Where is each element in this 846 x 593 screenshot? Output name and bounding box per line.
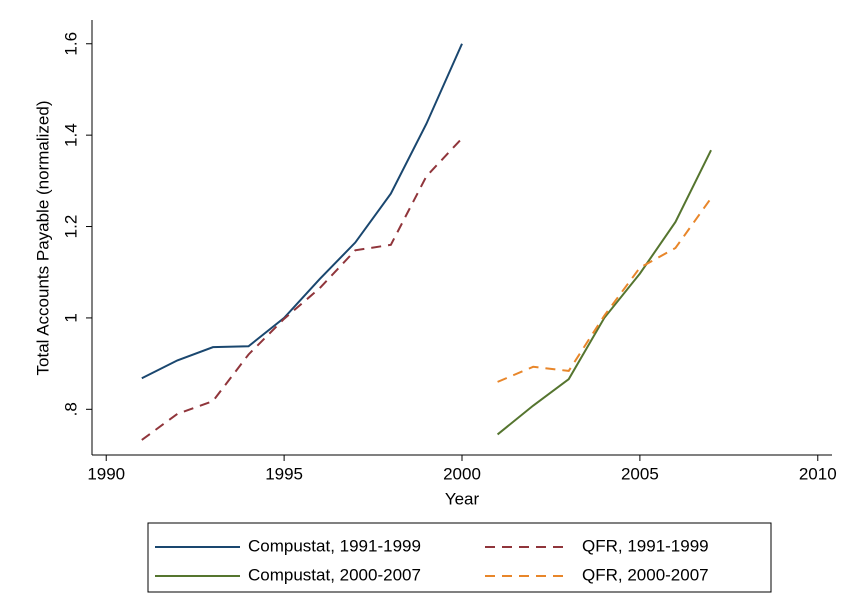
y-axis-title: Total Accounts Payable (normalized) — [33, 101, 52, 376]
y-tick-label: 1.6 — [61, 32, 80, 56]
x-tick-label: 2005 — [621, 464, 659, 483]
legend-label: Compustat, 2000-2007 — [248, 565, 421, 584]
y-tick-label: .8 — [61, 402, 80, 416]
series-line — [141, 43, 463, 380]
legend-label: QFR, 2000-2007 — [582, 565, 709, 584]
series-line — [497, 197, 712, 383]
x-tick-label: 1990 — [87, 464, 125, 483]
series-line — [141, 137, 463, 441]
legend-box — [147, 522, 772, 593]
y-tick-label: 1.2 — [61, 215, 80, 239]
x-tick-label: 2000 — [443, 464, 481, 483]
legend-label: QFR, 1991-1999 — [582, 536, 709, 555]
x-tick-label: 2010 — [799, 464, 837, 483]
y-tick-label: 1.4 — [61, 123, 80, 147]
x-axis-title: Year — [445, 489, 480, 508]
series-line — [496, 149, 712, 436]
legend-label: Compustat, 1991-1999 — [248, 536, 421, 555]
x-tick-label: 1995 — [265, 464, 303, 483]
y-tick-label: 1 — [61, 313, 80, 322]
